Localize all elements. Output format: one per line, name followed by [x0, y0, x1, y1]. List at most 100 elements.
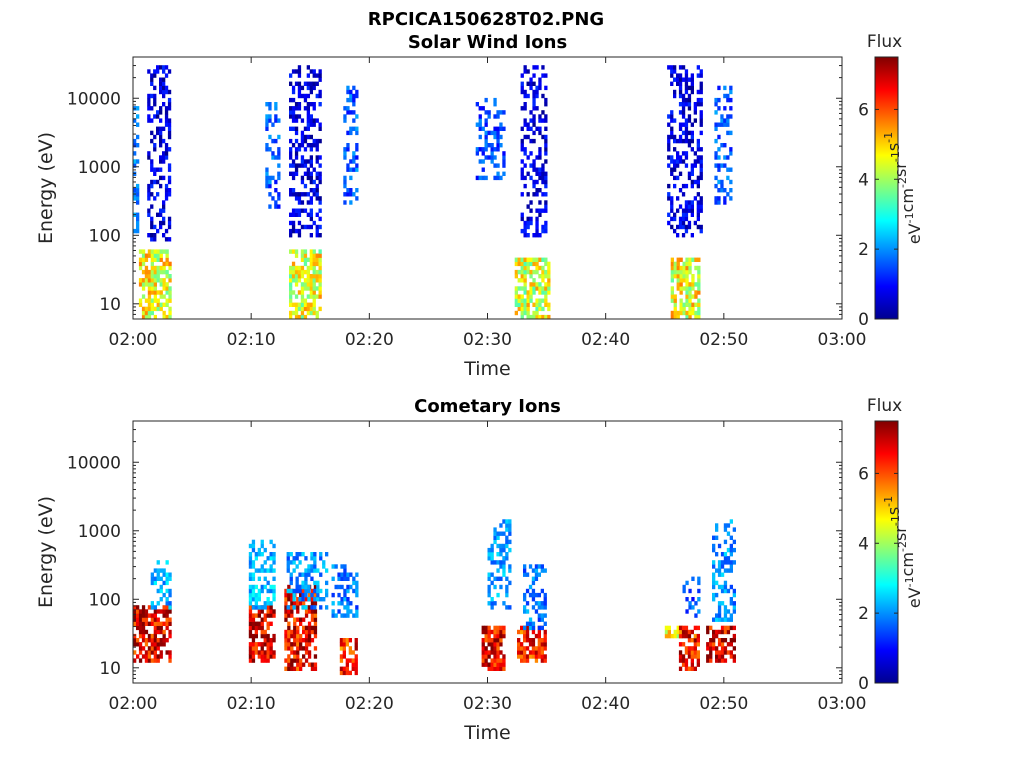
flux-cell	[293, 633, 297, 639]
flux-cell	[523, 564, 527, 569]
flux-cell	[493, 654, 497, 659]
flux-cell	[290, 650, 294, 655]
flux-cell	[167, 134, 172, 140]
flux-cell	[676, 159, 680, 164]
flux-cell	[289, 97, 293, 103]
flux-cell	[309, 212, 313, 217]
flux-cell	[290, 629, 294, 635]
flux-cell	[673, 261, 677, 267]
flux-cell	[667, 629, 671, 635]
flux-cell	[514, 274, 518, 279]
flux-cell	[529, 314, 533, 320]
flux-cell	[517, 646, 521, 651]
flux-cell	[520, 216, 524, 222]
flux-cell	[165, 650, 169, 655]
flux-cell	[147, 294, 152, 299]
flux-cell	[687, 200, 692, 205]
flux-cell	[678, 159, 683, 164]
flux-cell	[681, 130, 686, 136]
flux-cell	[715, 650, 719, 655]
flux-cell	[298, 588, 302, 594]
flux-cell	[168, 294, 172, 299]
flux-cell	[499, 543, 503, 549]
flux-cell	[153, 613, 157, 618]
flux-cell	[302, 601, 306, 606]
flux-cell	[667, 65, 671, 70]
flux-cell	[541, 274, 545, 279]
flux-cell	[543, 654, 547, 659]
flux-cell	[303, 159, 308, 164]
flux-cell	[693, 102, 697, 107]
flux-cell	[165, 605, 169, 610]
flux-cell	[729, 654, 733, 659]
flux-cell	[520, 81, 524, 86]
flux-cell	[670, 269, 674, 275]
flux-cell	[529, 85, 533, 91]
flux-cell	[138, 298, 143, 303]
flux-cell	[294, 106, 299, 111]
flux-cell	[268, 183, 272, 189]
flux-cell	[534, 654, 539, 659]
flux-cell	[340, 572, 344, 577]
flux-cell	[526, 220, 530, 226]
flux-cell	[312, 249, 316, 254]
flux-cell	[133, 138, 137, 144]
flux-cell	[156, 278, 160, 283]
flux-cell	[291, 302, 296, 307]
flux-cell	[720, 163, 724, 168]
flux-cell	[678, 77, 683, 82]
flux-cell	[726, 167, 730, 172]
flux-cell	[306, 122, 310, 127]
flux-cell	[295, 556, 299, 561]
flux-cell	[723, 106, 727, 111]
flux-cell	[304, 638, 309, 643]
flux-cell	[352, 588, 356, 594]
flux-cell	[306, 294, 310, 299]
flux-cell	[269, 601, 273, 606]
flux-cell	[339, 642, 344, 647]
flux-cell	[343, 106, 347, 111]
flux-cell	[529, 126, 533, 131]
flux-cell	[272, 650, 276, 655]
flux-cell	[301, 597, 305, 602]
flux-cell	[164, 155, 169, 160]
flux-cell	[532, 314, 536, 320]
flux-cell	[309, 286, 313, 291]
flux-cell	[715, 592, 719, 598]
flux-cell	[165, 580, 169, 586]
flux-cell	[303, 253, 308, 258]
flux-cell	[690, 638, 694, 643]
flux-cell	[538, 290, 542, 295]
flux-cell	[667, 143, 671, 148]
flux-cell	[303, 257, 308, 262]
flux-cell	[478, 122, 482, 127]
flux-cell	[272, 556, 276, 561]
flux-cell	[325, 568, 329, 573]
flux-cell	[147, 290, 152, 295]
flux-cell	[687, 77, 692, 82]
flux-cell	[310, 638, 315, 643]
flux-cell	[136, 122, 140, 127]
flux-cell	[269, 539, 273, 545]
flux-cell	[484, 175, 488, 181]
flux-cell	[717, 147, 721, 152]
flux-cell	[717, 188, 721, 193]
flux-cell	[346, 85, 350, 91]
flux-cell	[303, 192, 308, 197]
flux-cell	[291, 290, 296, 295]
flux-cell	[538, 130, 542, 136]
flux-cell	[141, 314, 146, 320]
flux-cell	[526, 192, 530, 197]
flux-cell	[165, 261, 169, 267]
flux-cell	[715, 617, 719, 622]
flux-cell	[340, 601, 344, 606]
flux-cell	[523, 89, 527, 95]
flux-cell	[355, 130, 359, 136]
flux-cell	[287, 629, 291, 635]
flux-cell	[681, 192, 686, 197]
flux-cell	[693, 633, 697, 639]
flux-cell	[681, 658, 686, 663]
flux-cell	[306, 134, 310, 140]
flux-cell	[538, 282, 542, 287]
flux-cell	[531, 650, 536, 655]
